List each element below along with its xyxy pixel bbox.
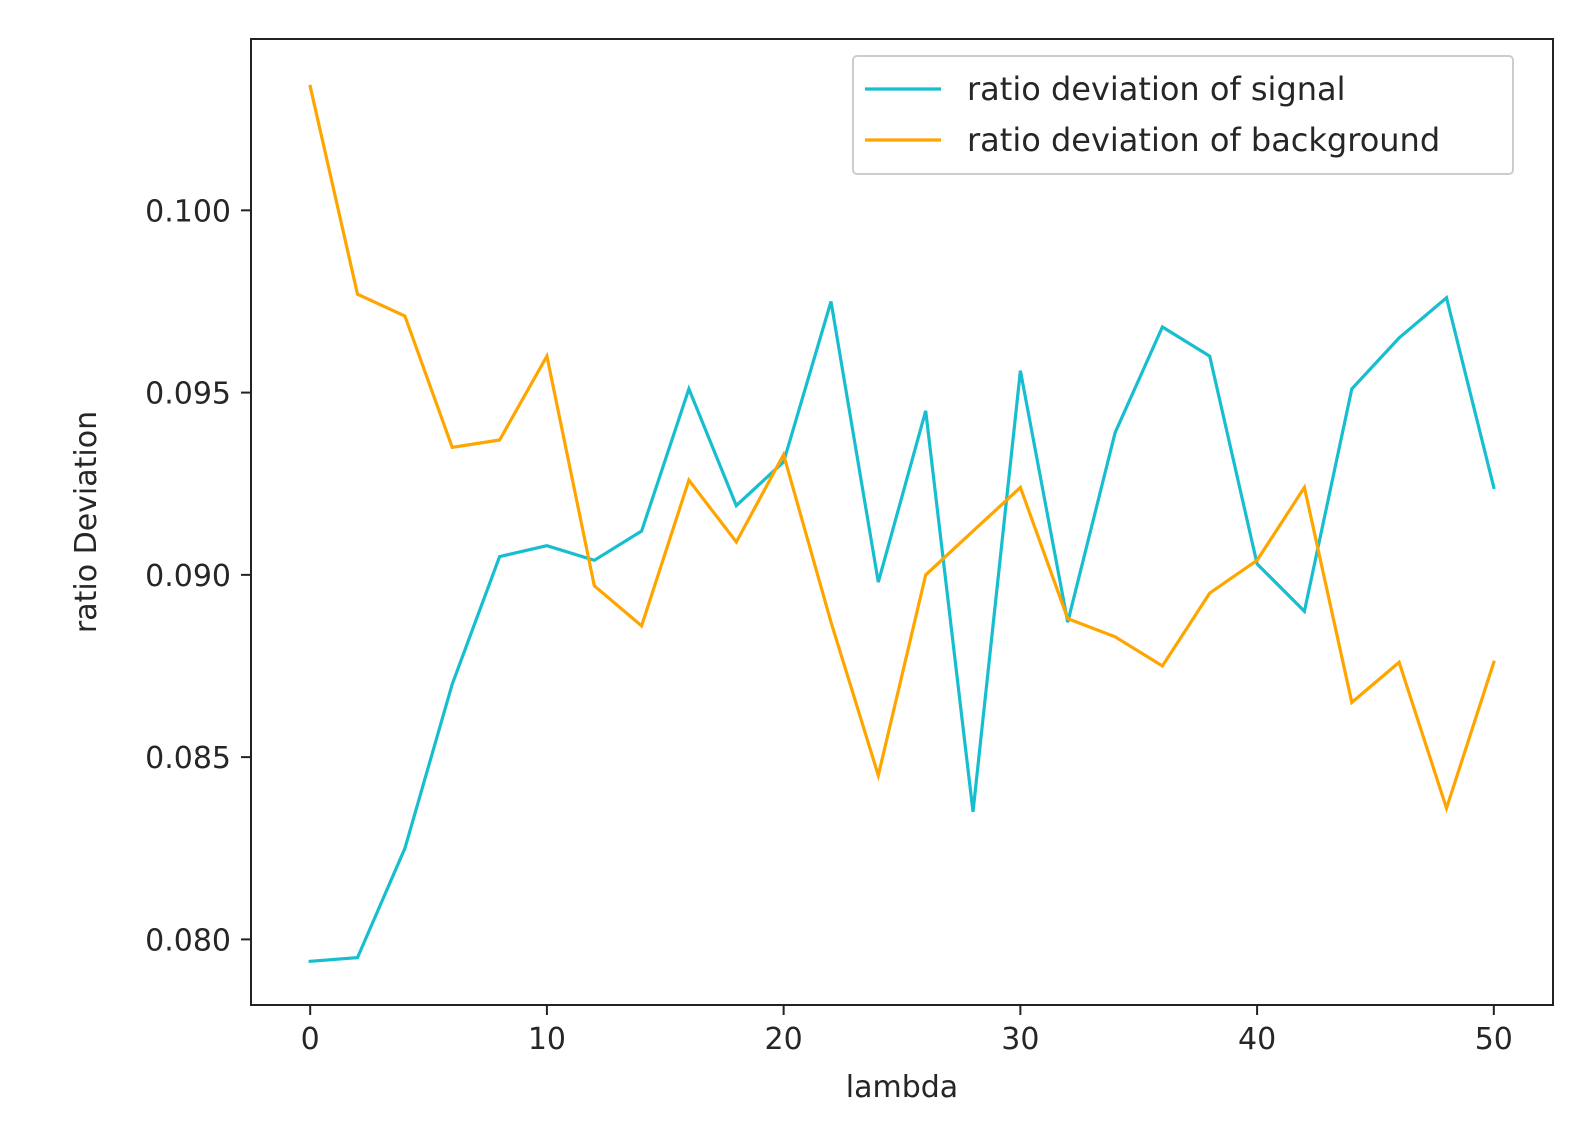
legend-label-2: ratio deviation of background: [967, 121, 1440, 159]
x-tick-label: 40: [1238, 1022, 1276, 1057]
series-line-2: [308, 84, 1496, 814]
series-line-1: [308, 294, 1496, 964]
y-axis-label: ratio Deviation: [69, 411, 104, 633]
y-tick-label: 0.095: [145, 377, 231, 412]
series-layer: [308, 84, 1496, 964]
x-tick-label: 30: [1001, 1022, 1039, 1057]
y-tick-label: 0.090: [145, 559, 231, 594]
y-tick-label: 0.100: [145, 194, 231, 229]
y-axis: 0.080 0.085 0.090 0.095 0.100: [145, 194, 251, 958]
legend-box: [852, 55, 1514, 175]
x-tick-label: 10: [528, 1022, 566, 1057]
y-tick-label: 0.080: [145, 923, 231, 958]
legend: ratio deviation of signal ratio deviation…: [852, 55, 1514, 175]
x-tick-label: 50: [1475, 1022, 1513, 1057]
x-axis: 0 10 20 30 40 50: [301, 1005, 1513, 1057]
x-axis-label: lambda: [846, 1070, 958, 1105]
legend-label-1: ratio deviation of signal: [967, 70, 1346, 108]
y-tick-label: 0.085: [145, 741, 231, 776]
plot-frame: [250, 38, 1554, 1006]
x-tick-label: 20: [765, 1022, 803, 1057]
x-tick-label: 0: [301, 1022, 320, 1057]
